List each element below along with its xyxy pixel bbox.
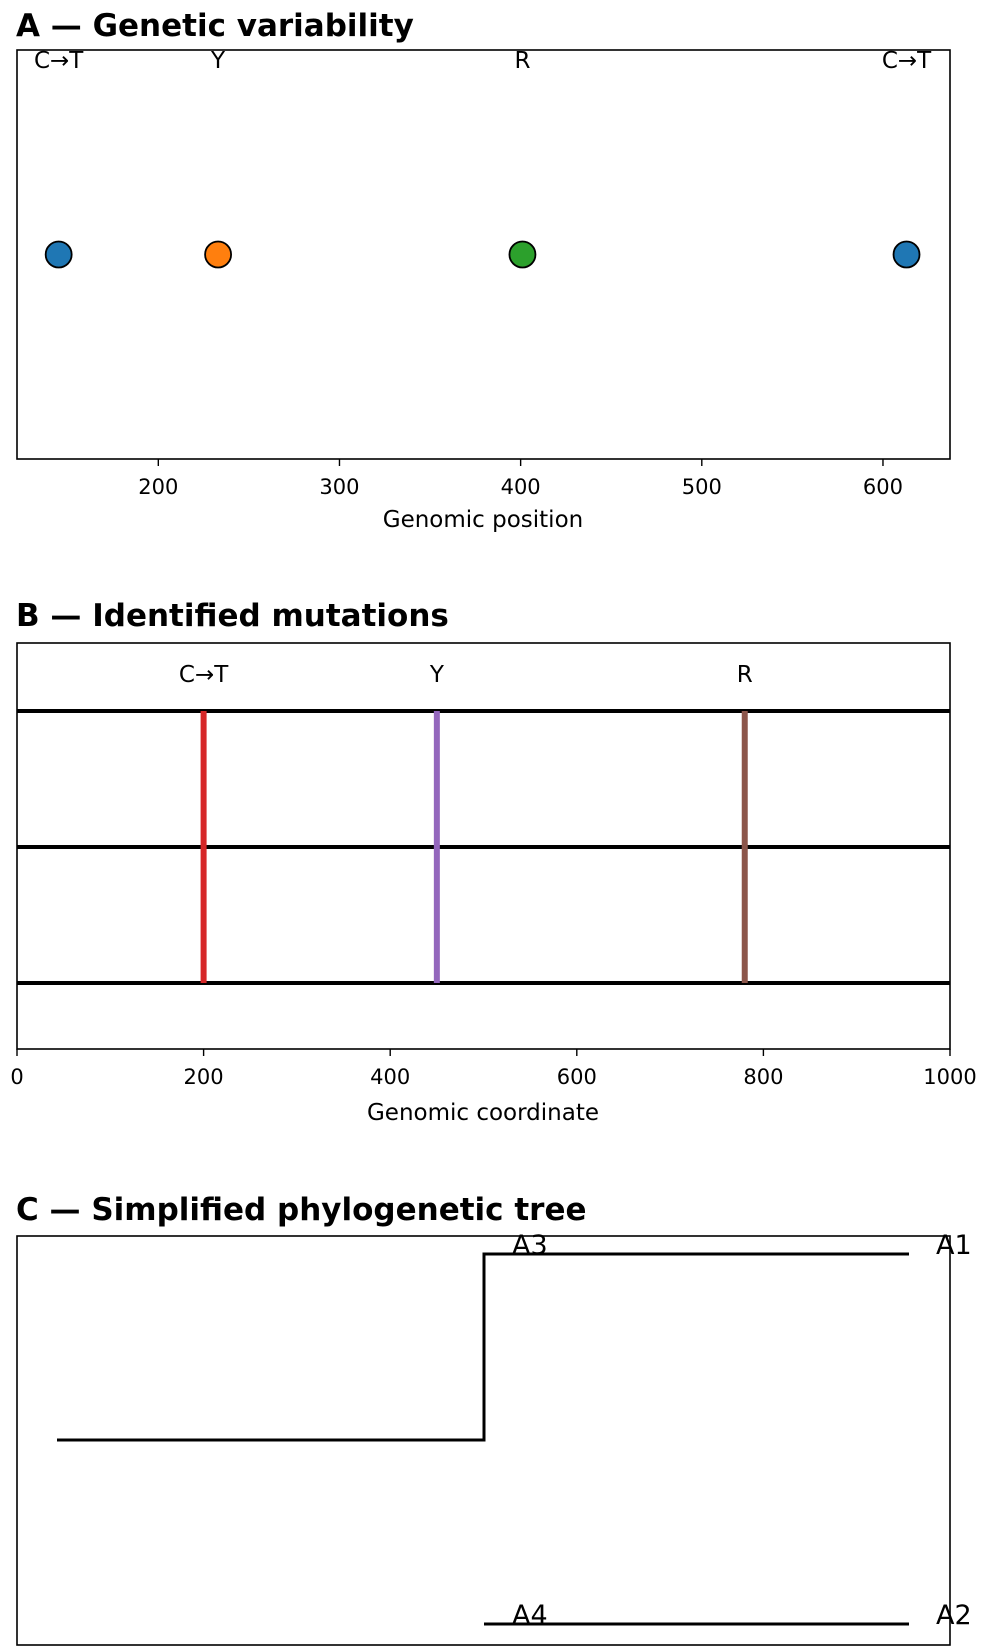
panel-b-tick-label: 400 xyxy=(370,1065,410,1089)
mutation-label: C→T xyxy=(179,662,229,688)
tree-label-a3: A3 xyxy=(512,1230,548,1261)
panel-a-title: A — Genetic variability xyxy=(16,8,414,44)
panel-c-title: C — Simplified phylogenetic tree xyxy=(16,1192,587,1228)
panel-b: B — Identified mutations C→T Y R 0 200 400 60… xyxy=(10,598,976,1126)
panel-a: A — Genetic variability 200 300 400 500 600 … xyxy=(16,8,951,533)
panel-c-frame xyxy=(16,1235,951,1646)
panel-b-x-ticks: 0 200 400 600 800 1000 xyxy=(10,1049,977,1089)
tree-root-branch xyxy=(57,1252,909,1442)
variant-point xyxy=(204,240,232,269)
panel-b-tick-label: 600 xyxy=(557,1065,597,1089)
variant-label: C→T xyxy=(34,48,84,74)
panel-b-sequence-lines xyxy=(17,709,950,985)
panel-b-tick-label: 200 xyxy=(184,1065,224,1089)
variant-point xyxy=(892,240,921,269)
panel-a-tick-label: 600 xyxy=(863,475,903,499)
panel-b-x-label: Genomic coordinate xyxy=(367,1100,599,1126)
variant-point xyxy=(508,240,537,269)
panel-a-frame xyxy=(16,49,951,460)
mutation-label: Y xyxy=(429,662,445,688)
panel-a-points: C→T Y R C→T xyxy=(34,48,932,269)
variant-label: Y xyxy=(210,48,226,74)
tree-label-a2: A2 xyxy=(936,1600,972,1631)
tree-label-a1: A1 xyxy=(936,1230,972,1261)
panel-b-mutations: C→T Y R xyxy=(179,662,753,983)
panel-b-tick-label: 0 xyxy=(10,1065,23,1089)
tree-label-a4: A4 xyxy=(512,1600,548,1631)
variant-label: C→T xyxy=(882,48,932,74)
panel-a-tick-label: 500 xyxy=(682,475,722,499)
panel-a-tick-label: 300 xyxy=(319,475,359,499)
variant-point xyxy=(44,240,73,269)
panel-c: C — Simplified phylogenetic tree A3 A1 A… xyxy=(16,1192,972,1646)
panel-a-x-label: Genomic position xyxy=(383,507,583,533)
panel-b-title: B — Identified mutations xyxy=(16,598,449,634)
variant-label: R xyxy=(514,48,530,74)
panel-a-tick-label: 400 xyxy=(501,475,541,499)
panel-a-tick-label: 200 xyxy=(138,475,178,499)
panel-a-x-ticks: 200 300 400 500 600 xyxy=(138,459,903,499)
mutation-label: R xyxy=(737,662,753,688)
panel-b-tick-label: 800 xyxy=(743,1065,783,1089)
panel-b-tick-label: 1000 xyxy=(923,1065,976,1089)
